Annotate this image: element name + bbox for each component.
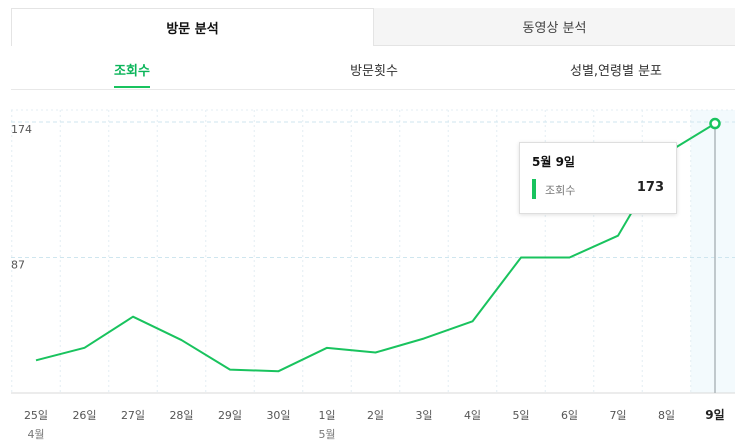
- x-tick-label: 25일: [24, 408, 48, 422]
- x-tick-label: 7일: [609, 408, 626, 422]
- chart-tooltip: 5월 9일 조회수 173: [519, 142, 677, 214]
- x-tick-label: 30일: [266, 408, 290, 422]
- tooltip-value: 173: [636, 180, 664, 195]
- x-tick-label: 28일: [169, 408, 193, 422]
- tooltip-series-color-bar: [532, 179, 536, 199]
- x-tick-label: 3일: [415, 408, 432, 422]
- x-tick-label: 5일: [512, 408, 529, 422]
- active-tab-underline: [114, 86, 150, 88]
- x-tick-label: 26일: [72, 408, 96, 422]
- tooltip-series-label: 조회수: [545, 184, 576, 197]
- tab-visit-analysis[interactable]: 방문 분석: [11, 8, 374, 46]
- x-tick-label: 27일: [121, 408, 145, 422]
- y-tick-label: 87: [11, 259, 25, 272]
- y-tick-label: 174: [11, 123, 32, 136]
- sub-tab-gender-age[interactable]: 성별,연령별 분포: [570, 64, 662, 79]
- sub-tab-views[interactable]: 조회수: [114, 64, 150, 79]
- x-tick-label: 8일: [658, 408, 675, 422]
- x-tick-label: 2일: [367, 408, 384, 422]
- x-tick-label: 29일: [218, 408, 242, 422]
- highlight-data-point: [709, 117, 721, 130]
- sub-tab-visits[interactable]: 방문횟수: [350, 64, 398, 79]
- x-tick-label: 1일: [318, 408, 335, 422]
- tab-video-analysis[interactable]: 동영상 분석: [374, 8, 735, 46]
- highlight-column: [690, 110, 735, 393]
- tooltip-date: 5월 9일: [532, 155, 575, 169]
- x-month-label: 4월: [27, 428, 44, 441]
- x-month-label: 5월: [318, 428, 335, 441]
- x-tick-label: 6일: [561, 408, 578, 422]
- sub-tab-bar: 조회수 방문횟수 성별,연령별 분포: [11, 52, 735, 90]
- series-line-views: [35, 122, 716, 373]
- x-tick-label: 9일: [705, 408, 724, 422]
- top-tab-bar: 방문 분석 동영상 분석: [11, 8, 735, 46]
- x-tick-label: 4일: [464, 408, 481, 422]
